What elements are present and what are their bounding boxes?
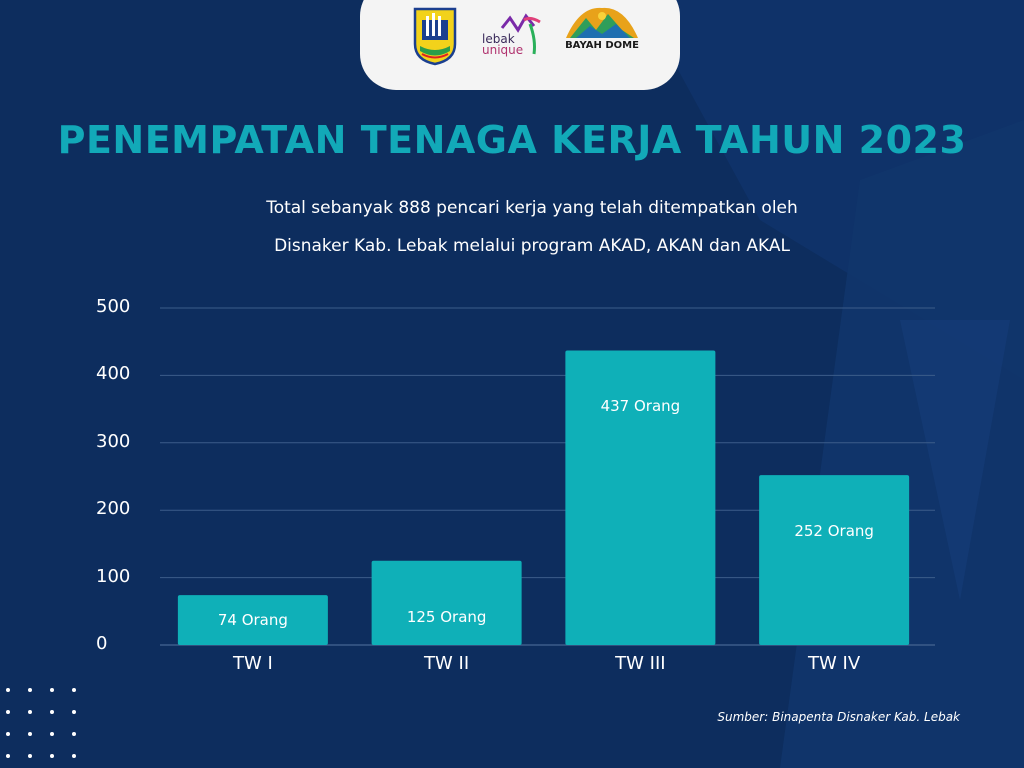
bar-tw-i [177, 595, 328, 645]
x-tick-label: TW II [424, 653, 470, 674]
lebak-unique-logo: lebak unique [480, 10, 550, 68]
bayah-dome-logo: BAYAH DOME [560, 2, 644, 66]
chart-subtitle-line-1: Total sebanyak 888 pencari kerja yang te… [266, 198, 798, 218]
logo-card: lebak unique BAYAH DOME [360, 0, 680, 90]
bar-tw-iii [565, 350, 716, 645]
bar-tw-iv [759, 475, 910, 645]
source-note: Sumber: Binapenta Disnaker Kab. Lebak [717, 710, 960, 724]
bayah-dome-wordmark: BAYAH DOME [565, 40, 639, 51]
bar-data-label: 437 Orang [600, 397, 681, 416]
x-tick-label: TW IV [808, 653, 861, 674]
x-tick-label: TW I [232, 653, 273, 674]
bar-data-label: 125 Orang [406, 607, 487, 626]
y-tick-label: 400 [96, 363, 131, 385]
lebak-unique-swoosh-icon [500, 13, 541, 55]
y-tick-label: 0 [96, 633, 108, 654]
bar-tw-ii [371, 560, 522, 645]
y-tick-label: 100 [96, 565, 131, 587]
y-tick-label: 300 [96, 430, 131, 452]
kabupaten-lebak-emblem-icon [413, 7, 457, 66]
bayah-dome-mountain-icon [566, 7, 638, 38]
lebak-unique-wordmark: lebak unique [482, 32, 524, 57]
x-tick-label: TW III [615, 653, 666, 674]
y-tick-label: 200 [96, 498, 131, 520]
chart-subtitle-line-2: Disnaker Kab. Lebak melalui program AKAD… [274, 236, 790, 256]
decorative-dots [6, 688, 76, 758]
bar-data-label: 252 Orang [794, 522, 874, 541]
y-tick-label: 500 [96, 296, 131, 317]
bar-data-label: 74 Orang [217, 611, 288, 630]
chart-title: PENEMPATAN TENAGA KERJA TAHUN 2023 [57, 118, 967, 162]
